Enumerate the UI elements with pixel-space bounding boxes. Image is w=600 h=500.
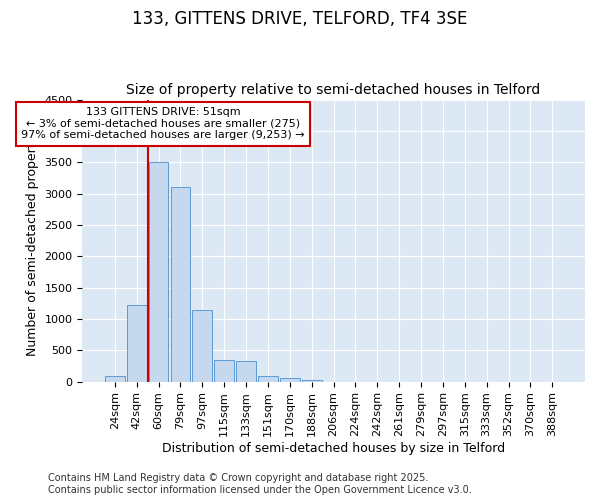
Bar <box>258 376 278 382</box>
Bar <box>193 310 212 382</box>
Y-axis label: Number of semi-detached properties: Number of semi-detached properties <box>26 125 38 356</box>
Bar <box>149 162 169 382</box>
Bar <box>105 376 125 382</box>
Bar <box>236 361 256 382</box>
X-axis label: Distribution of semi-detached houses by size in Telford: Distribution of semi-detached houses by … <box>162 442 505 455</box>
Bar <box>280 378 299 382</box>
Bar <box>214 360 234 382</box>
Bar <box>170 188 190 382</box>
Text: 133 GITTENS DRIVE: 51sqm
← 3% of semi-detached houses are smaller (275)
97% of s: 133 GITTENS DRIVE: 51sqm ← 3% of semi-de… <box>21 107 305 140</box>
Text: Contains HM Land Registry data © Crown copyright and database right 2025.
Contai: Contains HM Land Registry data © Crown c… <box>48 474 472 495</box>
Title: Size of property relative to semi-detached houses in Telford: Size of property relative to semi-detach… <box>127 83 541 97</box>
Bar <box>127 305 146 382</box>
Text: 133, GITTENS DRIVE, TELFORD, TF4 3SE: 133, GITTENS DRIVE, TELFORD, TF4 3SE <box>133 10 467 28</box>
Bar <box>302 380 322 382</box>
